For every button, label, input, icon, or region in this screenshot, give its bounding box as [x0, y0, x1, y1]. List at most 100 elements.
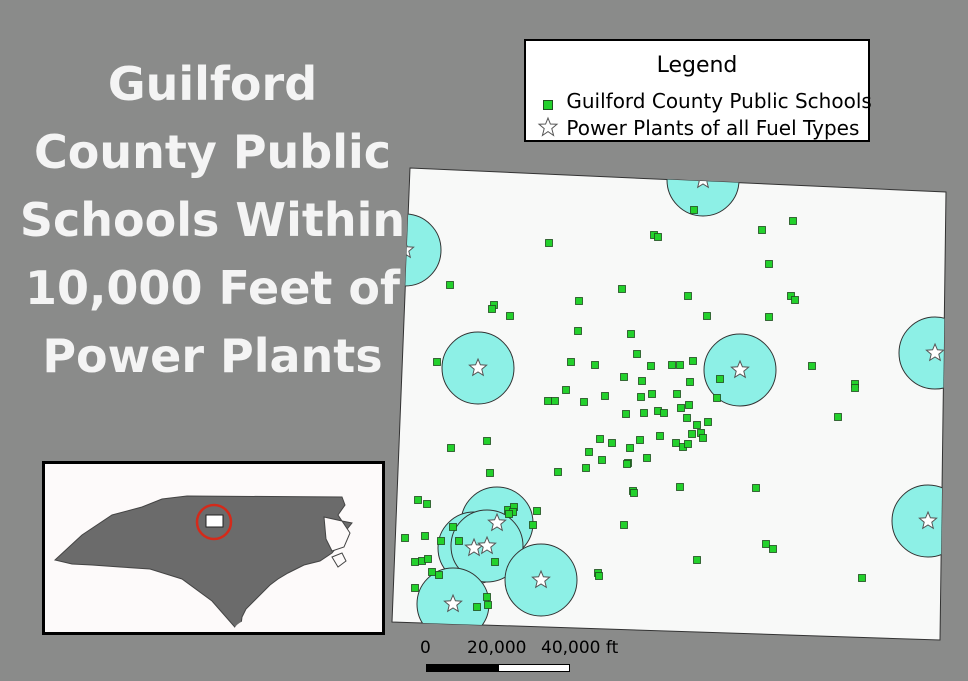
power-plant-star-icon	[477, 535, 497, 555]
school-marker	[620, 373, 628, 381]
school-marker	[689, 357, 697, 365]
school-marker	[582, 464, 590, 472]
school-marker	[411, 558, 419, 566]
school-marker	[643, 454, 651, 462]
school-marker	[433, 358, 441, 366]
school-marker	[834, 413, 842, 421]
schools-layer	[401, 206, 866, 611]
school-marker	[491, 558, 499, 566]
school-marker	[447, 444, 455, 452]
school-marker	[484, 601, 492, 609]
buffer-circle	[392, 213, 442, 287]
power-plant-star-icon	[487, 512, 507, 532]
school-marker	[633, 350, 641, 358]
school-marker	[686, 378, 694, 386]
school-marker	[851, 384, 859, 392]
school-marker	[595, 572, 603, 580]
school-marker	[483, 437, 491, 445]
title-line: Guilford	[107, 57, 318, 111]
school-marker	[660, 409, 668, 417]
school-marker	[765, 313, 773, 321]
school-marker	[684, 292, 692, 300]
school-marker	[656, 432, 664, 440]
school-marker	[684, 440, 692, 448]
school-marker	[601, 392, 609, 400]
school-marker	[622, 410, 630, 418]
school-marker	[554, 468, 562, 476]
school-marker	[562, 386, 570, 394]
school-marker	[704, 418, 712, 426]
school-marker	[713, 394, 721, 402]
school-marker	[637, 393, 645, 401]
school-marker	[668, 361, 676, 369]
school-marker	[401, 534, 409, 542]
school-marker	[580, 398, 588, 406]
legend: Legend Guilford County Public Schools Po…	[524, 39, 872, 143]
title-line: County Public	[33, 125, 392, 179]
title-line: Power Plants	[42, 329, 383, 383]
school-marker	[428, 568, 436, 576]
title-line: Schools Within	[19, 193, 406, 247]
school-marker	[699, 434, 707, 442]
star-icon	[536, 116, 560, 143]
school-marker	[435, 571, 443, 579]
school-marker	[688, 430, 696, 438]
school-marker	[647, 362, 655, 370]
school-marker	[769, 545, 777, 553]
school-marker	[473, 603, 481, 611]
power-plant-star-icon	[730, 359, 750, 379]
school-marker	[758, 226, 766, 234]
school-marker	[808, 362, 816, 370]
school-marker	[437, 537, 445, 545]
school-marker	[676, 483, 684, 491]
school-marker	[654, 233, 662, 241]
legend-row-plants: Power Plants of all Fuel Types	[536, 116, 859, 143]
school-marker	[676, 361, 684, 369]
school-marker	[787, 292, 795, 300]
school-marker	[672, 439, 680, 447]
school-marker	[421, 532, 429, 540]
school-marker	[585, 448, 593, 456]
school-marker	[690, 206, 698, 214]
school-marker	[673, 390, 681, 398]
school-marker	[620, 521, 628, 529]
power-plant-star-icon	[443, 593, 463, 613]
school-marker	[648, 390, 656, 398]
school-marker	[414, 496, 422, 504]
school-marker	[640, 409, 648, 417]
school-marker	[506, 312, 514, 320]
scale-label-40000: 40,000 ft	[541, 638, 619, 658]
school-marker	[638, 377, 646, 385]
legend-row-schools: Guilford County Public Schools	[536, 89, 872, 115]
school-marker	[446, 281, 454, 289]
power-plant-star-icon	[468, 357, 488, 377]
map-title: Guilford County Public Schools Within 10…	[10, 50, 415, 390]
school-marker	[411, 584, 419, 592]
school-marker	[716, 375, 724, 383]
school-marker	[596, 435, 604, 443]
school-marker	[683, 414, 691, 422]
school-marker	[505, 510, 513, 518]
school-marker	[533, 507, 541, 515]
title-line: 10,000 Feet of	[24, 261, 401, 315]
school-marker	[455, 537, 463, 545]
school-marker	[486, 469, 494, 477]
school-marker	[575, 297, 583, 305]
school-marker	[545, 239, 553, 247]
power-plant-star-icon	[918, 510, 938, 530]
scale-segment-light	[498, 664, 570, 672]
school-marker	[544, 397, 552, 405]
school-marker	[574, 327, 582, 335]
inset-map	[42, 461, 385, 635]
legend-title: Legend	[656, 53, 738, 78]
locator-circle	[195, 503, 233, 541]
legend-plants-label: Power Plants of all Fuel Types	[566, 116, 860, 140]
school-marker	[636, 436, 644, 444]
school-marker	[567, 358, 575, 366]
school-marker	[623, 460, 631, 468]
scale-bar: 0 20,000 40,000 ft	[420, 636, 620, 681]
school-marker	[693, 556, 701, 564]
school-marker	[765, 260, 773, 268]
school-marker	[529, 521, 537, 529]
